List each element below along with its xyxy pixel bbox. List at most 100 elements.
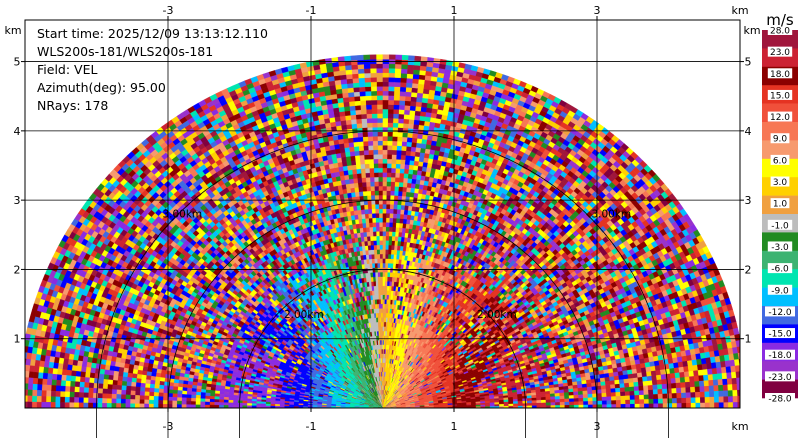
velocity-gate [671, 397, 678, 404]
velocity-gate [628, 377, 634, 383]
scan-ray [382, 352, 740, 408]
velocity-gate [601, 396, 608, 401]
velocity-gate [725, 365, 732, 373]
velocity-gate [610, 391, 617, 397]
velocity-gate [614, 383, 621, 389]
velocity-gate [611, 403, 617, 408]
velocity-gate [618, 378, 625, 384]
velocity-gate [654, 364, 661, 371]
velocity-gate [672, 402, 678, 408]
velocity-gate [597, 403, 603, 408]
velocity-gate [675, 377, 681, 384]
velocity-gate [582, 390, 588, 395]
velocity-gate [578, 397, 584, 402]
velocity-gate [723, 401, 729, 408]
velocity-gate [611, 399, 617, 405]
velocity-gate [675, 382, 682, 389]
velocity-gate [648, 398, 654, 404]
velocity-gate [620, 403, 626, 408]
velocity-gate [723, 390, 729, 397]
velocity-gate [694, 380, 700, 387]
velocity-gate [676, 387, 682, 394]
velocity-gate [736, 383, 740, 391]
velocity-gate [689, 380, 696, 388]
velocity-gate [637, 380, 644, 387]
velocity-gate [545, 401, 552, 406]
velocity-gate [639, 403, 645, 408]
velocity-gate [568, 397, 575, 402]
velocity-gate [643, 389, 649, 395]
velocity-gate [702, 368, 709, 376]
velocity-gate [730, 365, 737, 373]
velocity-gate [583, 404, 589, 408]
velocity-gate [661, 378, 667, 385]
velocity-gate [625, 403, 631, 408]
velocity-gate [629, 403, 636, 408]
velocity-gate [573, 390, 579, 396]
velocity-gate [531, 399, 537, 404]
velocity-gate [629, 386, 635, 392]
velocity-gate [679, 376, 686, 383]
velocity-gate [685, 386, 691, 393]
velocity-gate [596, 396, 603, 401]
velocity-gate [568, 391, 574, 396]
velocity-gate [737, 395, 740, 403]
velocity-gate [662, 397, 668, 404]
velocity-gate [644, 403, 650, 408]
velocity-gate [699, 391, 706, 398]
velocity-gate [527, 402, 533, 406]
velocity-gate [628, 381, 635, 388]
velocity-gate [708, 385, 715, 392]
velocity-gate [711, 367, 718, 375]
velocity-gate [624, 386, 630, 392]
velocity-gate [707, 373, 714, 381]
velocity-gate [587, 400, 594, 405]
scan-ray [382, 383, 747, 408]
velocity-gate [623, 382, 630, 388]
velocity-gate [564, 398, 570, 403]
velocity-gate [513, 403, 519, 407]
velocity-gate [651, 379, 658, 386]
velocity-gate [683, 370, 690, 378]
velocity-gate [634, 398, 640, 404]
velocity-gate [545, 396, 551, 400]
velocity-gate [641, 371, 648, 377]
velocity-gate [605, 384, 611, 390]
velocity-gate [629, 390, 635, 396]
velocity-gate [582, 397, 589, 402]
velocity-gate [673, 366, 680, 374]
velocity-gate [620, 391, 626, 397]
velocity-gate [573, 401, 580, 405]
velocity-gate [503, 403, 509, 407]
velocity-gate [670, 377, 677, 384]
velocity-gate [674, 372, 681, 379]
velocity-gate [638, 385, 644, 391]
velocity-gate [742, 383, 747, 389]
velocity-gate [639, 394, 645, 400]
velocity-gate [685, 397, 692, 404]
velocity-gate [653, 393, 659, 399]
velocity-gate [649, 365, 656, 372]
velocity-gate [540, 399, 547, 403]
velocity-gate [545, 399, 551, 403]
velocity-gate [728, 401, 734, 408]
velocity-gate [683, 365, 689, 372]
velocity-gate [737, 389, 740, 397]
velocity-gate [727, 389, 734, 397]
velocity-gate [517, 400, 523, 404]
velocity-gate [517, 402, 523, 406]
velocity-gate [704, 385, 710, 392]
velocity-gate [609, 379, 616, 385]
velocity-gate [564, 394, 570, 399]
velocity-gate [732, 395, 738, 403]
velocity-gate [650, 370, 657, 376]
velocity-gate [632, 377, 639, 383]
velocity-gate [669, 372, 676, 379]
velocity-gate [718, 396, 724, 403]
velocity-gate [619, 382, 625, 388]
velocity-gate [601, 400, 608, 405]
velocity-gate [732, 383, 738, 391]
velocity-gate [554, 398, 561, 403]
velocity-gate [671, 392, 678, 399]
